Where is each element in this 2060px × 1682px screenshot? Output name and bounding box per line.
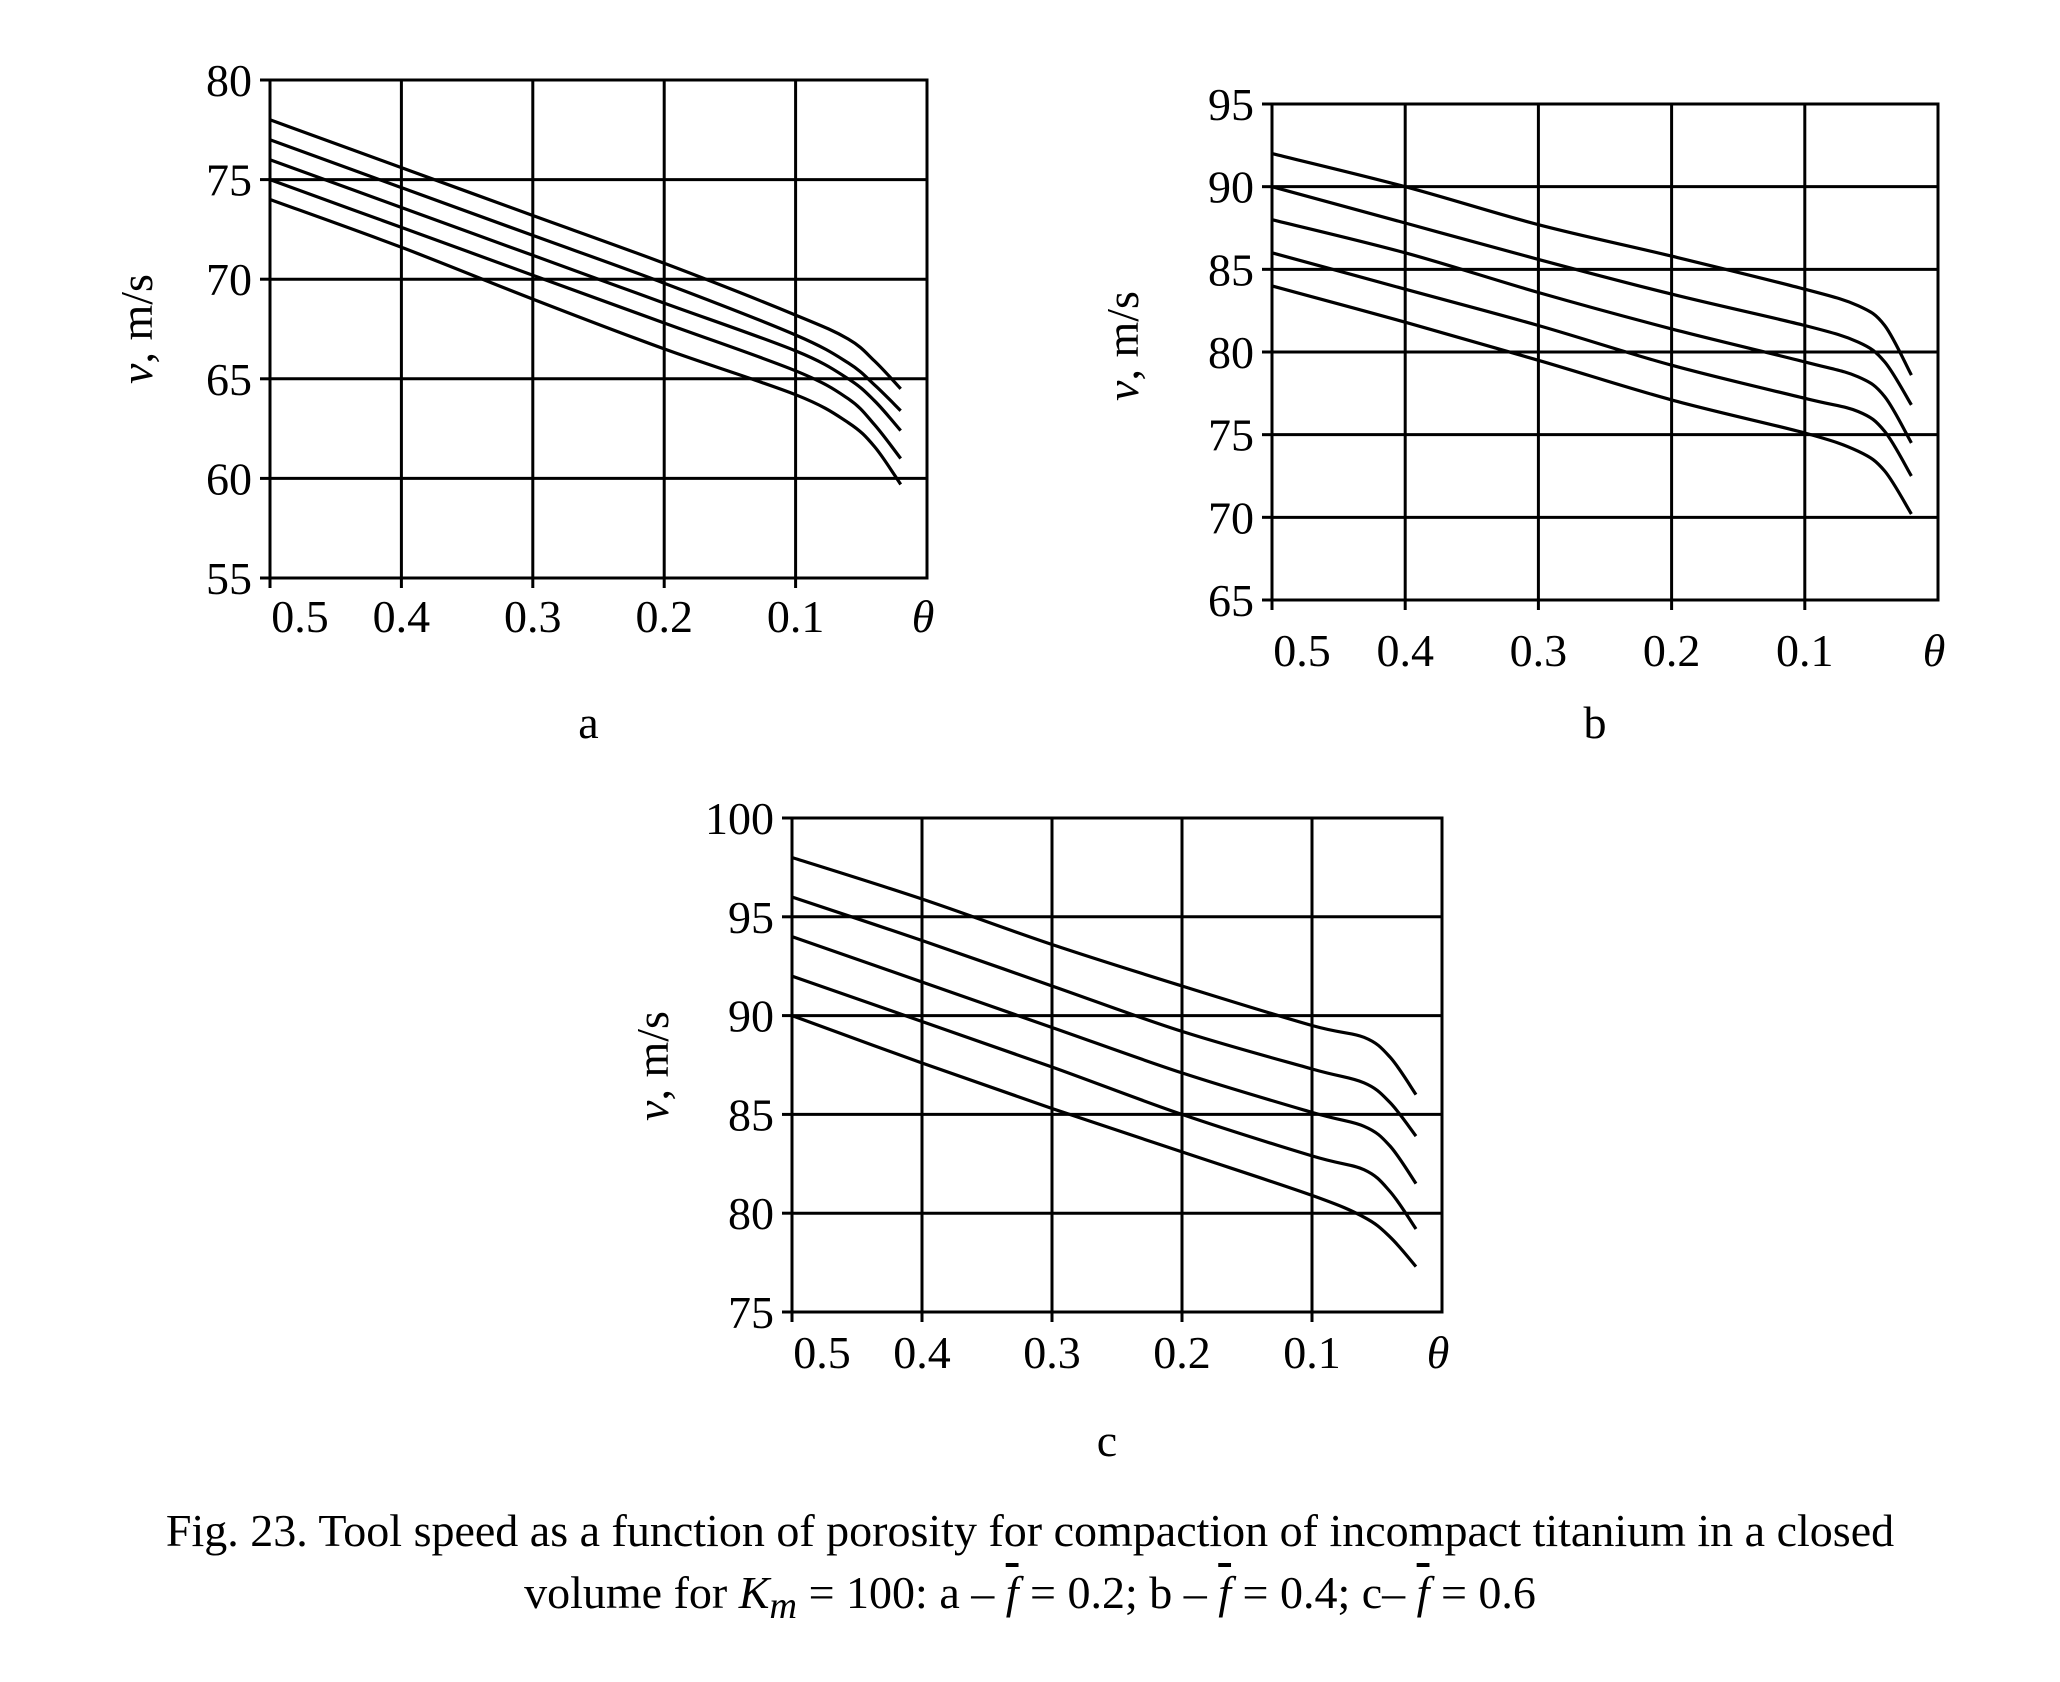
x-tick-label: 0.5: [793, 1327, 851, 1378]
y-axis-label: v, m/s: [111, 274, 162, 384]
caption-line-1: Fig. 23. Tool speed as a function of por…: [165, 1505, 1895, 1556]
series-line-2: [269, 138, 902, 412]
caption-mid: = 100: a –: [797, 1567, 1006, 1618]
caption-km: K: [738, 1567, 770, 1618]
series-line-4: [1271, 251, 1913, 477]
y-tick-label: 95: [728, 892, 774, 943]
y-tick-label: 90: [728, 991, 774, 1042]
y-tick-label: 90: [1208, 162, 1254, 213]
y-tick-label: 80: [1208, 327, 1254, 378]
y-tick-label: 65: [206, 354, 252, 405]
series-line-2: [1271, 185, 1913, 406]
caption-f-a: f: [1005, 1567, 1019, 1618]
caption-f-c: f: [1416, 1567, 1430, 1618]
caption-line-2: volume for Km = 100: a – f = 0.2; b – f …: [40, 1562, 2020, 1637]
y-tick-label: 95: [1208, 79, 1254, 130]
y-tick-label: 80: [206, 55, 252, 106]
chart-panel-c: 75 80 85 90 95 100 0.5 0.4 0.3 0.2 0.1 θ v, m/s c: [627, 793, 1449, 1466]
y-tick-label: 100: [705, 793, 774, 844]
x-axis-label: θ: [1427, 1327, 1450, 1378]
x-tick-label: 0.3: [1023, 1327, 1081, 1378]
y-tick-label: 80: [728, 1188, 774, 1239]
caption-b-value: = 0.4; c–: [1231, 1567, 1417, 1618]
y-tick-label: 85: [1208, 244, 1254, 295]
panel-label: a: [578, 697, 598, 748]
chart-panel-a: 55 60 65 70 75 80 0.5 0.4 0.3 0.2 0.1 θ v, m/s a: [111, 55, 934, 748]
plot-frame: [790, 816, 1444, 1314]
x-tick-label: 0.4: [1376, 625, 1434, 676]
x-tick-label: 0.2: [635, 591, 693, 642]
y-tick-label: 60: [206, 453, 252, 504]
series-line-1: [791, 855, 1418, 1096]
series-line-5: [269, 197, 903, 486]
y-tick-label: 75: [206, 155, 252, 206]
series-line-5: [791, 1014, 1418, 1268]
x-tick-label: 0.1: [1776, 625, 1834, 676]
panel-label: b: [1584, 697, 1607, 748]
y-axis-unit: , m/s: [111, 274, 162, 363]
y-tick-label: 70: [1208, 492, 1254, 543]
y-tick-label: 75: [1208, 410, 1254, 461]
y-tick-label: 70: [206, 254, 252, 305]
y-axis-variable: v: [627, 1100, 678, 1121]
y-axis-unit: , m/s: [1097, 291, 1148, 380]
y-axis-variable: v: [1097, 380, 1148, 401]
y-axis-variable: v: [111, 363, 162, 384]
figure-caption: Fig. 23. Tool speed as a function of por…: [40, 1500, 2020, 1637]
series-line-4: [269, 178, 902, 460]
y-tick-label: 65: [1208, 575, 1254, 626]
caption-prefix: volume for: [524, 1567, 739, 1618]
y-tick-label: 55: [206, 553, 252, 604]
y-tick-label: 85: [728, 1089, 774, 1140]
caption-km-sub: m: [769, 1585, 798, 1628]
x-tick-label: 0.4: [373, 591, 431, 642]
series-line-4: [791, 974, 1418, 1230]
caption-a-value: = 0.2; b –: [1018, 1567, 1219, 1618]
x-tick-label: 0.5: [1273, 625, 1331, 676]
y-axis-label: v, m/s: [1097, 291, 1148, 401]
y-axis-label: v, m/s: [627, 1011, 678, 1121]
series-line-1: [269, 118, 902, 390]
caption-f-b: f: [1218, 1567, 1232, 1618]
x-tick-label: 0.2: [1643, 625, 1701, 676]
panel-label: c: [1097, 1415, 1117, 1466]
series-line-5: [1271, 284, 1913, 515]
x-tick-label: 0.4: [893, 1327, 951, 1378]
y-axis-unit: , m/s: [627, 1011, 678, 1100]
x-tick-label: 0.1: [1283, 1327, 1341, 1378]
series-line-1: [1271, 152, 1913, 376]
x-axis-label: θ: [1923, 625, 1946, 676]
caption-c-value: = 0.6: [1429, 1567, 1536, 1618]
x-tick-label: 0.5: [271, 591, 329, 642]
series-line-3: [1271, 218, 1913, 444]
x-axis-label: θ: [912, 591, 935, 642]
x-tick-label: 0.3: [1510, 625, 1568, 676]
x-tick-label: 0.3: [504, 591, 562, 642]
series-line-2: [791, 895, 1418, 1138]
series-line-3: [269, 158, 902, 432]
x-tick-label: 0.1: [767, 591, 825, 642]
series-line-3: [791, 935, 1418, 1185]
chart-panel-b: 65 70 75 80 85 90 95 0.5 0.4 0.3 0.2 0.1 θ v, m/s b: [1097, 79, 1945, 748]
x-tick-label: 0.2: [1153, 1327, 1211, 1378]
y-tick-label: 75: [728, 1287, 774, 1338]
